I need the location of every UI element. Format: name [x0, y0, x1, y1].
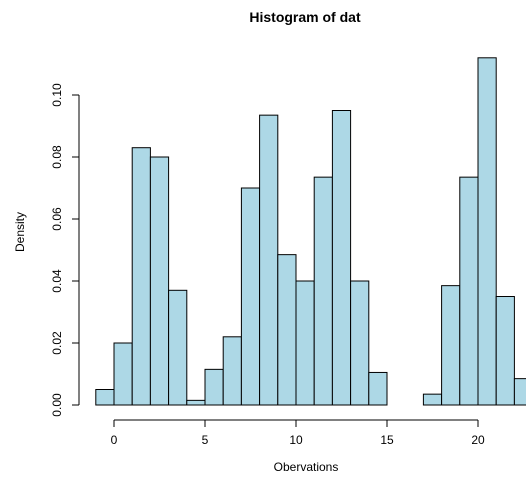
- x-axis: 0 5 10 15 20: [111, 419, 485, 447]
- histogram-bar-13: [331, 110, 352, 406]
- histogram-bar-5: [186, 399, 206, 406]
- histogram-bar-20: [459, 176, 479, 406]
- x-tick-label-0: 0: [111, 433, 118, 447]
- histogram-bar-12: [313, 176, 333, 406]
- x-tick-label-1: 5: [202, 433, 209, 447]
- histogram-bar-11: [295, 280, 315, 406]
- histogram-bar-22: [495, 296, 515, 406]
- histogram-bar-8: [240, 187, 261, 406]
- histogram-bar-2: [131, 147, 151, 406]
- histogram-bar-21: [477, 57, 497, 406]
- y-axis-label: Density: [13, 212, 27, 252]
- histogram-bar-9: [259, 114, 279, 406]
- x-tick-label-4: 20: [471, 433, 485, 447]
- histogram-bar-14: [350, 280, 370, 406]
- histogram-bar-23: [513, 378, 526, 406]
- x-tick-label-3: 15: [380, 433, 394, 447]
- histogram-bar-6: [204, 368, 224, 406]
- chart-title: Histogram of dat: [249, 9, 361, 25]
- y-tick-label-5: 0.10: [50, 83, 64, 107]
- histogram-bar-18: [422, 393, 443, 406]
- y-tick-label-0: 0.00: [50, 393, 64, 417]
- histogram-bar-15: [368, 371, 388, 406]
- histogram-bar-7: [222, 336, 242, 406]
- histogram-bar-3: [149, 156, 170, 406]
- y-tick-label-4: 0.08: [50, 145, 64, 169]
- histogram-bar-19: [441, 285, 461, 406]
- y-tick-label-2: 0.04: [50, 269, 64, 293]
- histogram-bar-4: [168, 289, 188, 406]
- y-tick-label-1: 0.02: [50, 331, 64, 355]
- y-axis: 0.00 0.02 0.04 0.06 0.08 0.10: [50, 83, 80, 417]
- plot-area: [95, 57, 526, 406]
- y-tick-label-3: 0.06: [50, 207, 64, 231]
- histogram-bar-0: [95, 389, 115, 406]
- x-axis-label: Obervations: [274, 460, 339, 474]
- x-tick-label-2: 10: [289, 433, 303, 447]
- histogram-bar-10: [277, 254, 297, 406]
- histogram-bar-1: [113, 342, 133, 406]
